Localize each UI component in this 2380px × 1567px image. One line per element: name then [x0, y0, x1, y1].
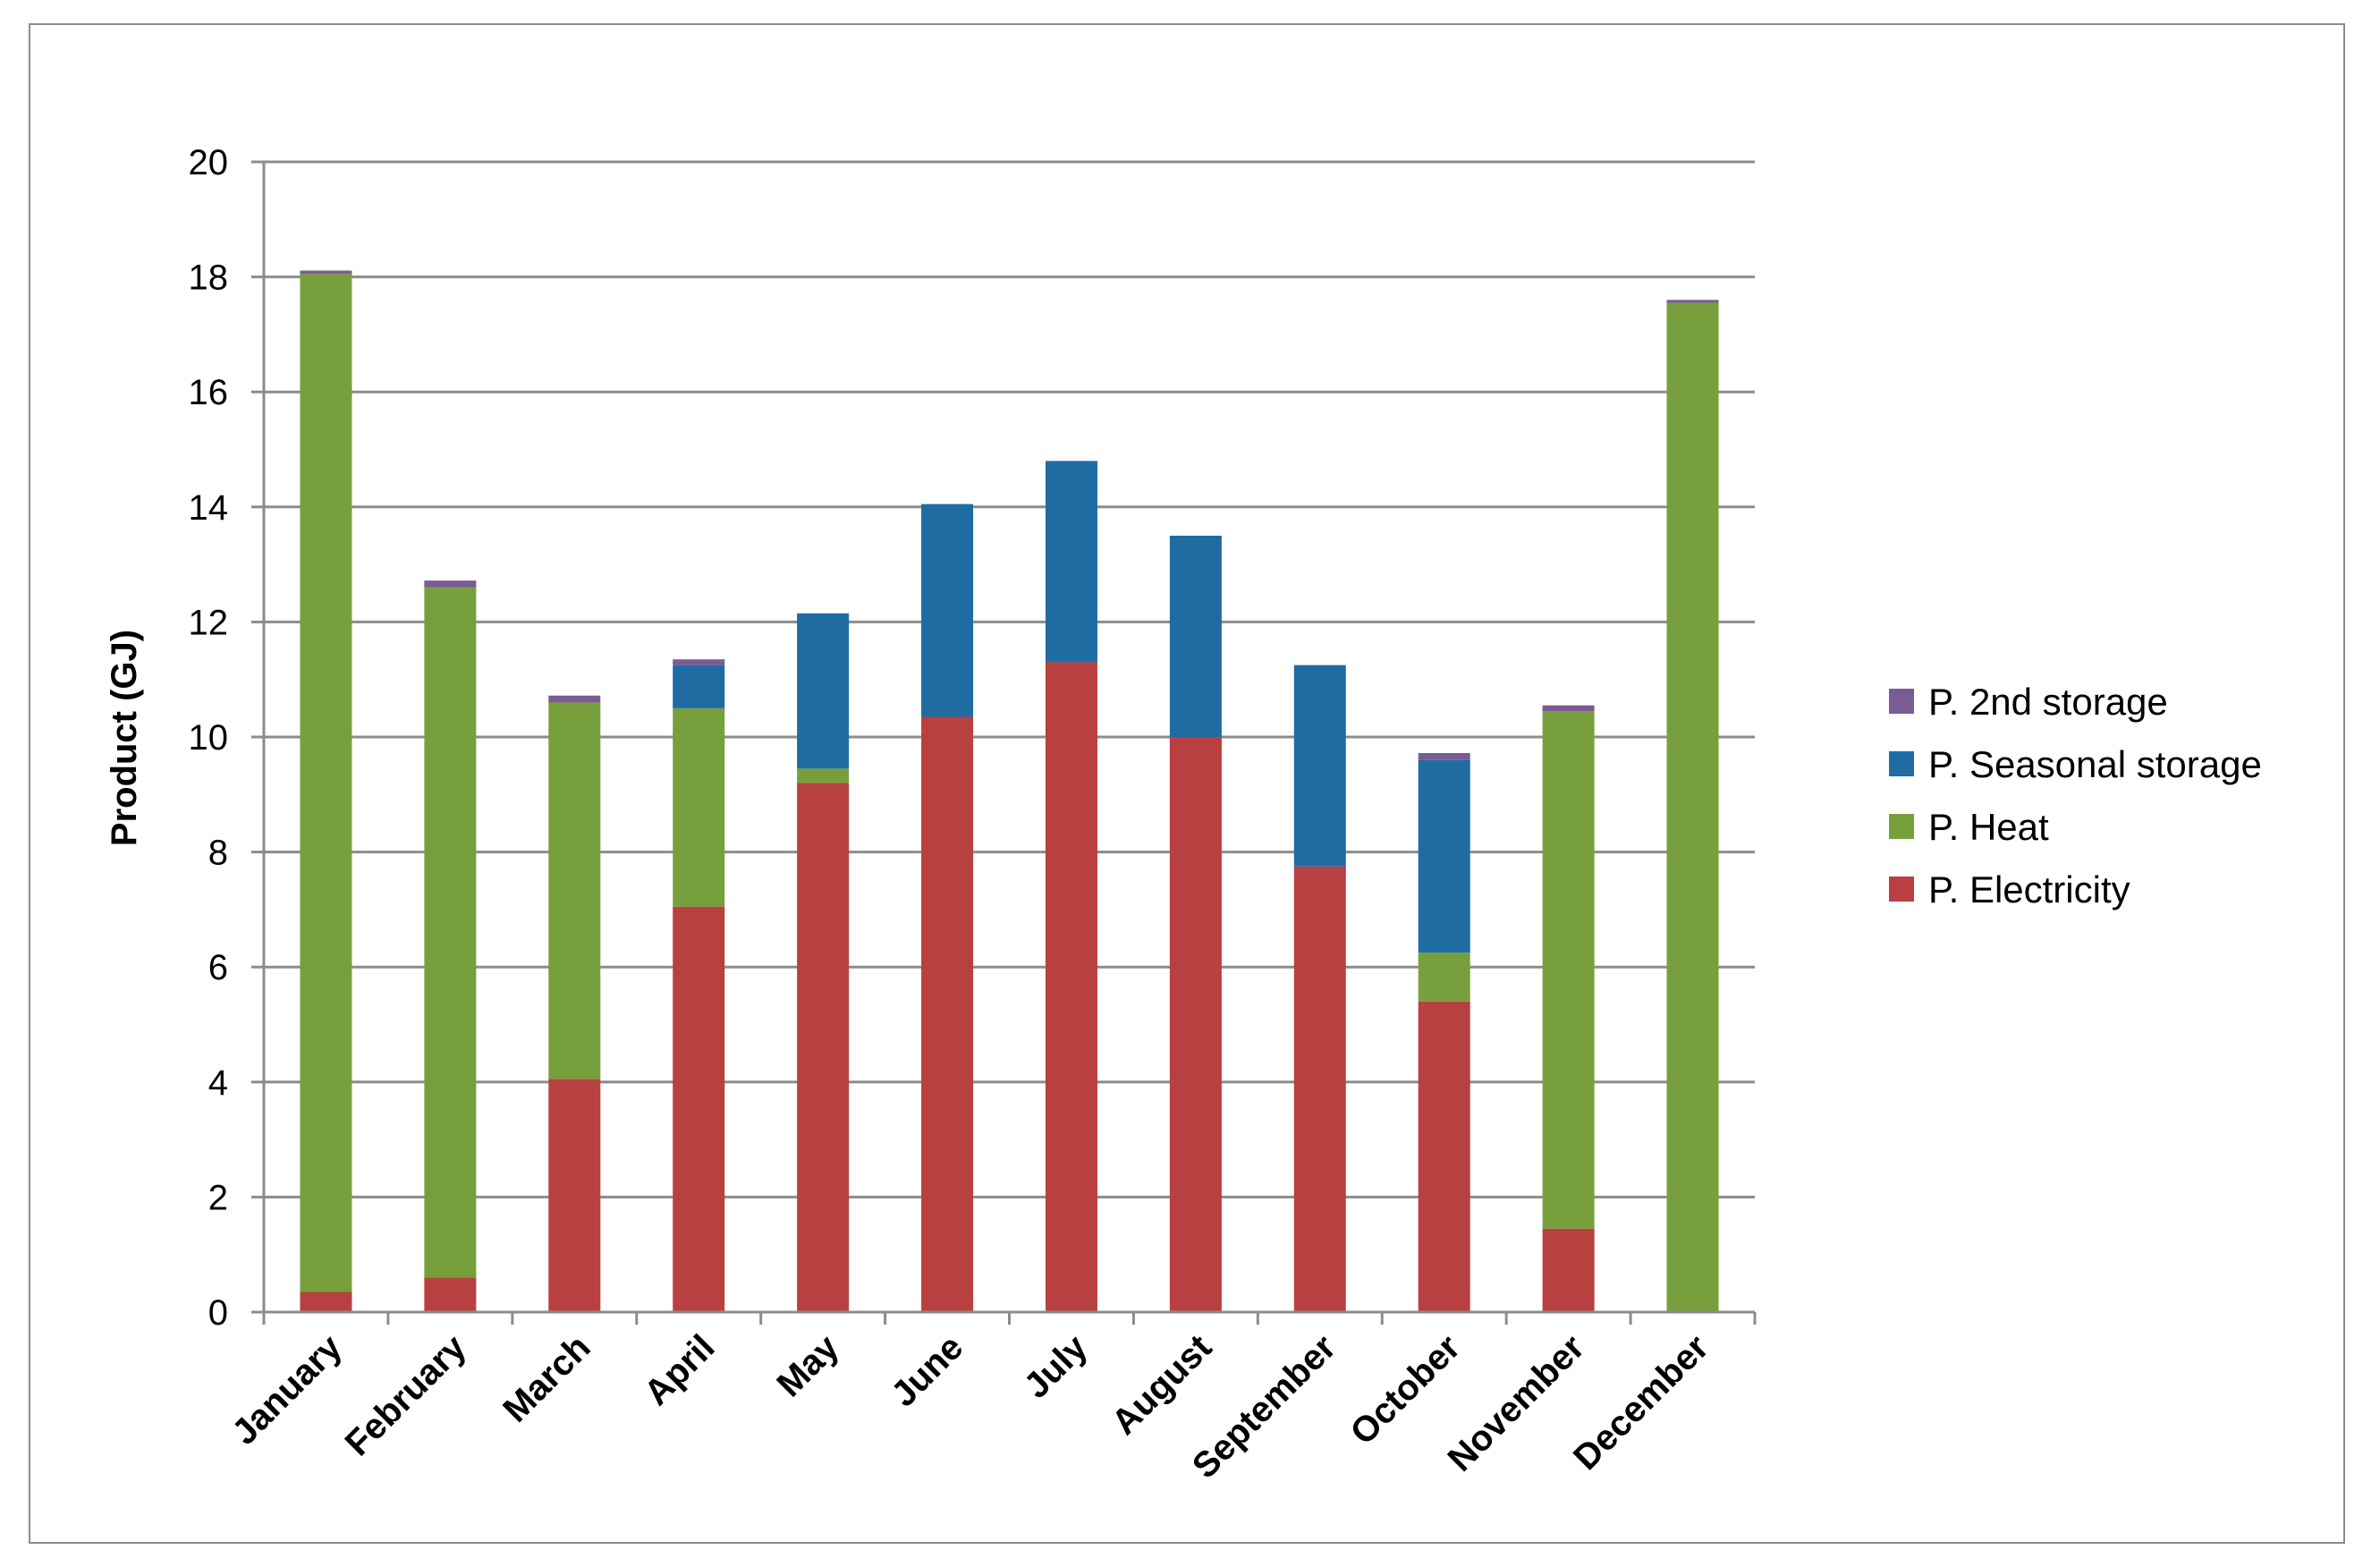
legend-swatch: [1889, 689, 1914, 714]
bar-segment: [1542, 705, 1595, 712]
legend-label: P. Electricity: [1928, 868, 2130, 911]
x-tick-label: December: [1566, 1327, 1716, 1478]
bars: [300, 270, 1719, 1312]
y-axis-title: Product (GJ): [105, 630, 144, 846]
x-tick-label: October: [1343, 1327, 1469, 1453]
bar-segment: [797, 768, 850, 784]
bar-segment: [300, 1292, 352, 1312]
y-tick-label: 10: [189, 718, 229, 758]
x-tick-label: August: [1105, 1327, 1220, 1443]
bar-segment: [797, 613, 850, 769]
bar-segment: [1045, 662, 1097, 1312]
bar-segment: [424, 580, 477, 588]
bar-segment: [1666, 302, 1719, 1312]
y-tick-label: 12: [189, 603, 229, 642]
legend-swatch: [1889, 751, 1914, 776]
x-tick-label: July: [1017, 1327, 1096, 1406]
bar-segment: [1293, 866, 1346, 1312]
x-tick-label: January: [224, 1327, 350, 1453]
bar-segment: [1418, 1001, 1470, 1312]
x-tick-label: May: [769, 1327, 847, 1405]
legend-swatch: [1889, 814, 1914, 839]
x-tick-label: March: [495, 1327, 597, 1429]
x-tick-label: April: [637, 1327, 723, 1413]
bar-segment: [300, 274, 352, 1292]
bar-segment: [673, 906, 725, 1312]
x-tick-label: November: [1441, 1327, 1592, 1478]
bar-segment: [1418, 953, 1470, 1002]
legend-label: P. Heat: [1928, 806, 2049, 848]
bar-segment: [1666, 300, 1719, 303]
bar-segment: [300, 270, 352, 275]
bar-segment: [424, 1277, 477, 1312]
y-tick-label: 16: [189, 373, 229, 412]
bar-segment: [673, 707, 725, 907]
bar-segment: [797, 783, 850, 1312]
bar-segment: [921, 504, 974, 717]
bar-segment: [1045, 461, 1097, 663]
bar-segment: [1169, 737, 1222, 1312]
bar-segment: [548, 1079, 601, 1312]
legend-swatch: [1889, 877, 1914, 902]
legend-label: P. 2nd storage: [1928, 681, 2168, 723]
y-tick-label: 2: [208, 1178, 228, 1217]
x-tick-label: June: [884, 1327, 970, 1414]
bar-segment: [1169, 535, 1222, 737]
legend-label: P. Seasonal storage: [1928, 743, 2262, 785]
bar-segment: [673, 665, 725, 708]
y-tick-label: 8: [208, 834, 228, 873]
legend: P. 2nd storage P. Seasonal storage P. Heat…: [1889, 681, 2262, 911]
bar-segment: [673, 659, 725, 665]
bar-segment: [1418, 753, 1470, 760]
y-tick-label: 18: [189, 258, 229, 298]
bar-segment: [1293, 665, 1346, 867]
bar-segment: [424, 587, 477, 1278]
gridlines: [264, 160, 1755, 1199]
y-tick-label: 14: [189, 488, 229, 528]
x-tick-label: February: [338, 1327, 475, 1464]
bar-segment: [1418, 759, 1470, 953]
bar-segment: [548, 702, 601, 1080]
y-tick-label: 6: [208, 948, 228, 987]
y-tick-label: 0: [208, 1293, 228, 1333]
bar-segment: [1542, 711, 1595, 1229]
y-tick-label: 20: [189, 143, 229, 182]
bar-segment: [1542, 1228, 1595, 1312]
bar-segment: [921, 716, 974, 1312]
bar-segment: [548, 695, 601, 703]
y-tick-label: 4: [208, 1063, 228, 1103]
